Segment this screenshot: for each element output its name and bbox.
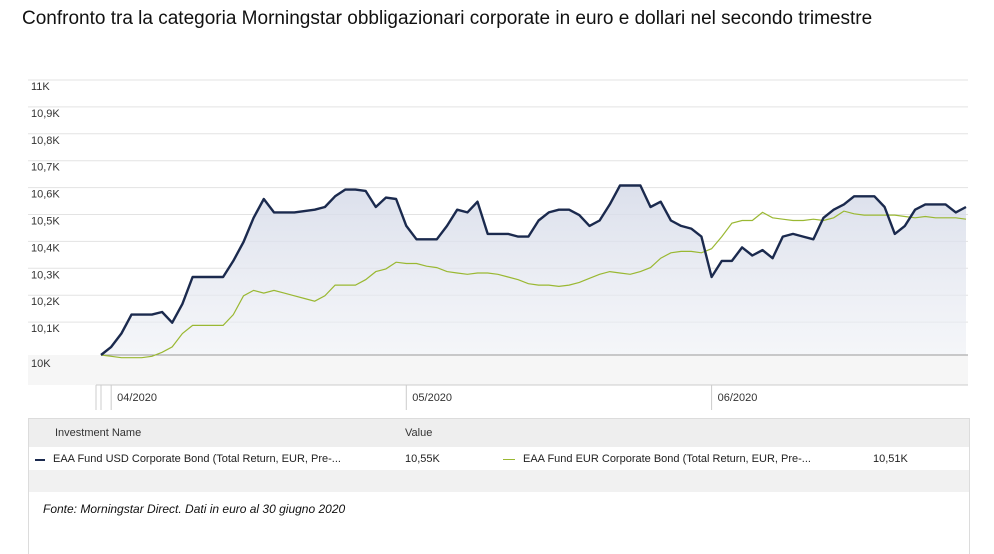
y-tick-label: 10,5K [31,216,60,228]
series-line-usd [100,184,967,356]
legend-header-value: Value [405,427,433,439]
source-note: Fonte: Morningstar Direct. Dati in euro … [43,502,346,516]
y-tick-label: 10,2K [31,296,60,308]
y-tick-label: 10,6K [31,189,60,201]
y-tick-label: 10,9K [31,108,60,120]
legend-label-eur: EAA Fund EUR Corporate Bond (Total Retur… [523,453,811,465]
chart-svg: 11K 10,9K 10,8K 10,7K 10,6K 10,5K 10,4K 10,3K 10… [28,79,968,410]
y-tick-label: 10,1K [31,323,60,335]
y-axis: 11K 10,9K 10,8K 10,7K 10,6K 10,5K 10,4K 10,3K 10… [31,81,60,370]
y-tick-label: 10,8K [31,135,60,147]
x-axis: 04/2020 05/2020 06/2020 [95,384,968,410]
x-tick-label: 04/2020 [117,392,157,404]
legend-swatch-eur [503,459,515,460]
x-tick-label: 05/2020 [412,392,452,404]
y-tick-label: 10,3K [31,269,60,281]
chart-title: Confronto tra la categoria Morningstar o… [22,8,873,29]
usd-area-fill [101,185,966,355]
legend-band [29,470,969,492]
x-tick-label: 06/2020 [718,392,758,404]
legend-label-usd: EAA Fund USD Corporate Bond (Total Retur… [53,453,341,465]
y-tick-label: 10K [31,358,51,370]
y-tick-label: 10,4K [31,242,60,254]
legend-table: Investment Name Value EAA Fund USD Corpo… [28,418,970,554]
y-tick-label: 11K [31,81,50,93]
legend-header: Investment Name Value [29,419,969,447]
legend-header-name: Investment Name [55,427,142,439]
legend-value-usd: 10,55K [405,453,440,465]
legend-swatch-usd [35,459,45,461]
legend-row: EAA Fund USD Corporate Bond (Total Retur… [29,448,969,470]
legend-value-eur: 10,51K [873,453,908,465]
y-tick-label: 10,7K [31,162,60,174]
plot-bottom-band [28,355,968,385]
